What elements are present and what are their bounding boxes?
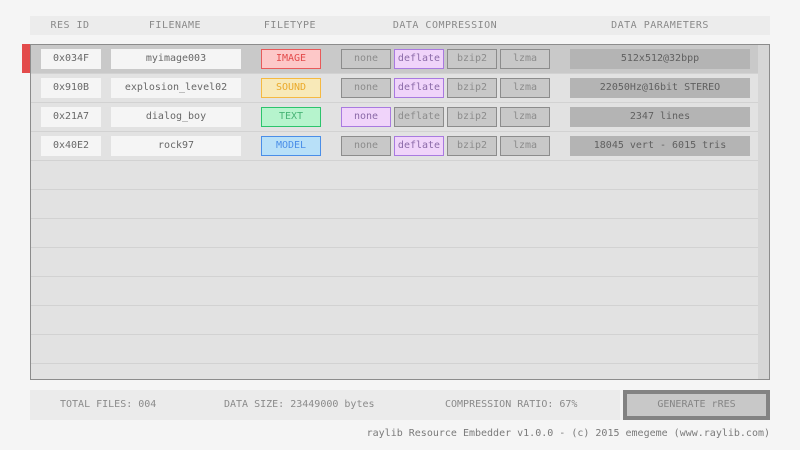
empty-row bbox=[31, 335, 758, 364]
generate-button[interactable]: GENERATE rRES bbox=[623, 390, 770, 420]
empty-row bbox=[31, 219, 758, 248]
header-filetype: FILETYPE bbox=[263, 20, 317, 31]
compression-bzip2-button[interactable]: bzip2 bbox=[447, 136, 497, 156]
data-parameters: 2347 lines bbox=[570, 107, 750, 127]
compression-ratio: COMPRESSION RATIO: 67% bbox=[445, 399, 578, 410]
res-id-field[interactable]: 0x910B bbox=[41, 78, 101, 98]
selected-row-indicator bbox=[22, 44, 30, 73]
filetype-badge: TEXT bbox=[261, 107, 321, 127]
filename-field[interactable]: dialog_boy bbox=[111, 107, 241, 127]
resource-list[interactable]: 0x034F myimage003 IMAGE none deflate bzip2 lzm… bbox=[30, 44, 770, 380]
compression-bzip2-button[interactable]: bzip2 bbox=[447, 49, 497, 69]
empty-row bbox=[31, 161, 758, 190]
resource-row[interactable]: 0x40E2 rock97 MODEL none deflate bzip2 lzma 180… bbox=[31, 132, 758, 161]
data-parameters: 512x512@32bpp bbox=[570, 49, 750, 69]
scrollbar[interactable] bbox=[758, 45, 769, 379]
resource-row[interactable]: 0x910B explosion_level02 SOUND none deflate b… bbox=[31, 74, 758, 103]
filetype-badge: IMAGE bbox=[261, 49, 321, 69]
filetype-badge: MODEL bbox=[261, 136, 321, 156]
data-parameters: 18045 vert - 6015 tris bbox=[570, 136, 750, 156]
res-id-field[interactable]: 0x034F bbox=[41, 49, 101, 69]
header-compression: DATA COMPRESSION bbox=[392, 20, 498, 31]
compression-none-button[interactable]: none bbox=[341, 136, 391, 156]
data-size: DATA SIZE: 23449000 bytes bbox=[224, 399, 375, 410]
compression-deflate-button[interactable]: deflate bbox=[394, 78, 444, 98]
compression-bzip2-button[interactable]: bzip2 bbox=[447, 107, 497, 127]
compression-lzma-button[interactable]: lzma bbox=[500, 78, 550, 98]
empty-row bbox=[31, 306, 758, 335]
empty-row bbox=[31, 190, 758, 219]
res-id-field[interactable]: 0x40E2 bbox=[41, 136, 101, 156]
compression-none-button[interactable]: none bbox=[341, 78, 391, 98]
header-res-id: RES ID bbox=[50, 20, 90, 31]
compression-lzma-button[interactable]: lzma bbox=[500, 136, 550, 156]
res-id-field[interactable]: 0x21A7 bbox=[41, 107, 101, 127]
header-parameters: DATA PARAMETERS bbox=[611, 20, 709, 31]
credit-text: raylib Resource Embedder v1.0.0 - (c) 20… bbox=[366, 428, 770, 439]
data-parameters: 22050Hz@16bit STEREO bbox=[570, 78, 750, 98]
status-bar: TOTAL FILES: 004 DATA SIZE: 23449000 byt… bbox=[30, 390, 620, 420]
resource-row[interactable]: 0x21A7 dialog_boy TEXT none deflate bzip2 lzma… bbox=[31, 103, 758, 132]
filename-field[interactable]: myimage003 bbox=[111, 49, 241, 69]
compression-lzma-button[interactable]: lzma bbox=[500, 107, 550, 127]
compression-deflate-button[interactable]: deflate bbox=[394, 136, 444, 156]
filename-field[interactable]: rock97 bbox=[111, 136, 241, 156]
resource-row[interactable]: 0x034F myimage003 IMAGE none deflate bzip2 lzm… bbox=[31, 45, 758, 74]
compression-none-button[interactable]: none bbox=[341, 107, 391, 127]
empty-row bbox=[31, 248, 758, 277]
empty-row bbox=[31, 277, 758, 306]
header-filename: FILENAME bbox=[148, 20, 202, 31]
compression-deflate-button[interactable]: deflate bbox=[394, 49, 444, 69]
filetype-badge: SOUND bbox=[261, 78, 321, 98]
compression-none-button[interactable]: none bbox=[341, 49, 391, 69]
total-files: TOTAL FILES: 004 bbox=[60, 399, 157, 410]
compression-lzma-button[interactable]: lzma bbox=[500, 49, 550, 69]
compression-deflate-button[interactable]: deflate bbox=[394, 107, 444, 127]
table-header: RES ID FILENAME FILETYPE DATA COMPRESSIO… bbox=[30, 16, 770, 35]
filename-field[interactable]: explosion_level02 bbox=[111, 78, 241, 98]
compression-bzip2-button[interactable]: bzip2 bbox=[447, 78, 497, 98]
